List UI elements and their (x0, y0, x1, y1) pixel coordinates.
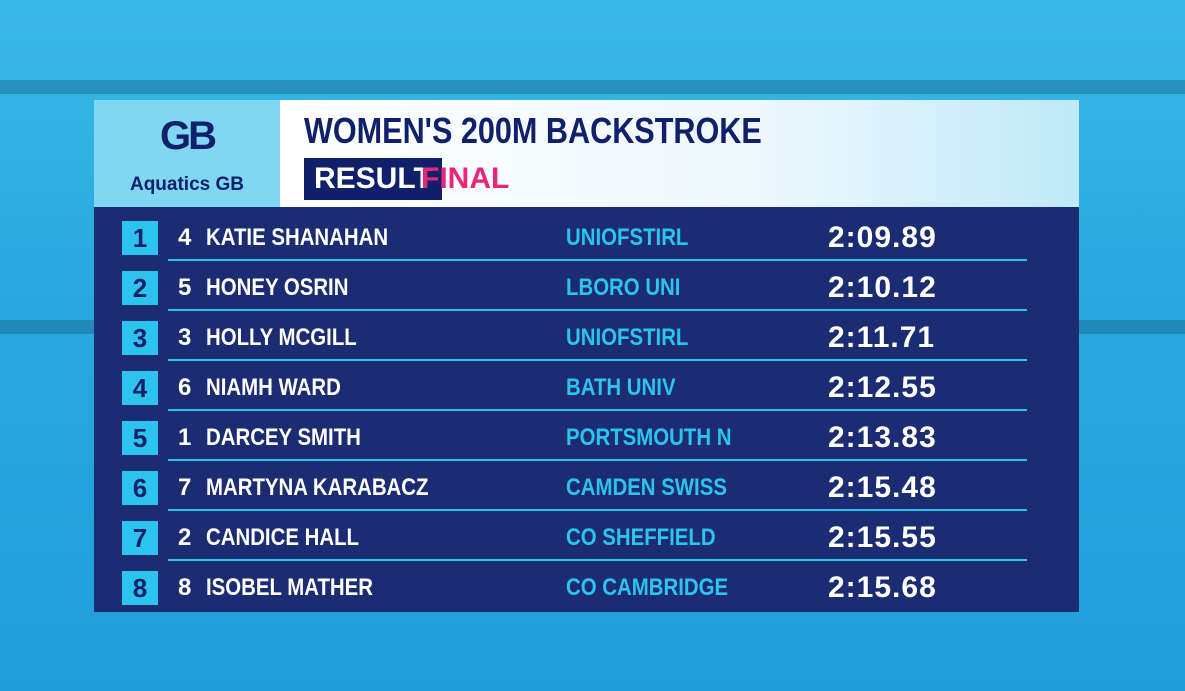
swimmer-name: HONEY OSRIN (206, 274, 349, 301)
event-title: WOMEN'S 200M BACKSTROKE (304, 110, 762, 151)
rank: 5 (122, 421, 158, 455)
club: CO CAMBRIDGE (566, 574, 729, 601)
lane: 7 (178, 474, 192, 501)
club: UNIOFSTIRL (566, 324, 689, 351)
results-panel: GB Aquatics GB WOMEN'S 200M BACKSTROKE R… (94, 100, 1079, 612)
row-separator (168, 459, 1027, 461)
result-row: 2 5 HONEY OSRIN LBORO UNI 2:10.12 (94, 259, 1079, 309)
lane: 5 (178, 274, 192, 301)
club: PORTSMOUTH N (566, 424, 732, 451)
logo-mark: GB (160, 114, 217, 158)
lane: 4 (178, 224, 192, 251)
row-separator (168, 259, 1027, 261)
lane: 2 (178, 524, 192, 551)
time: 2:09.89 (828, 221, 937, 254)
swimmer-name: MARTYNA KARABACZ (206, 474, 429, 501)
lane: 1 (178, 424, 192, 451)
time: 2:11.71 (828, 321, 936, 354)
club: LBORO UNI (566, 274, 681, 301)
rank: 3 (122, 321, 158, 355)
swimmer-name: KATIE SHANAHAN (206, 224, 389, 251)
club: CAMDEN SWISS (566, 474, 727, 501)
lane-rope (0, 80, 1185, 94)
result-row: 3 3 HOLLY MCGILL UNIOFSTIRL 2:11.71 (94, 309, 1079, 359)
swimmer-name: CANDICE HALL (206, 524, 359, 551)
header: WOMEN'S 200M BACKSTROKE RESULT FINAL (280, 100, 1079, 207)
stage-tag: FINAL (421, 162, 510, 195)
row-separator (168, 309, 1027, 311)
time: 2:15.68 (828, 571, 937, 604)
result-row: 5 1 DARCEY SMITH PORTSMOUTH N 2:13.83 (94, 409, 1079, 459)
swimmer-name: DARCEY SMITH (206, 424, 361, 451)
club: UNIOFSTIRL (566, 224, 689, 251)
club: BATH UNIV (566, 374, 676, 401)
rank: 7 (122, 521, 158, 555)
time: 2:15.55 (828, 521, 937, 554)
lane: 6 (178, 374, 192, 401)
row-separator (168, 409, 1027, 411)
status-tag: RESULT (304, 158, 442, 200)
rank: 1 (122, 221, 158, 255)
row-separator (168, 509, 1027, 511)
time: 2:15.48 (828, 471, 937, 504)
time: 2:13.83 (828, 421, 937, 454)
logo-text: Aquatics GB (129, 174, 245, 195)
swimmer-name: NIAMH WARD (206, 374, 341, 401)
time: 2:12.55 (828, 371, 937, 404)
swimmer-name: HOLLY MCGILL (206, 324, 357, 351)
swimmer-name: ISOBEL MATHER (206, 574, 373, 601)
time: 2:10.12 (828, 271, 937, 304)
rank: 4 (122, 371, 158, 405)
result-row: 1 4 KATIE SHANAHAN UNIOFSTIRL 2:09.89 (94, 209, 1079, 259)
logo: GB Aquatics GB (94, 100, 280, 207)
rank: 6 (122, 471, 158, 505)
row-separator (168, 559, 1027, 561)
results-table: 1 4 KATIE SHANAHAN UNIOFSTIRL 2:09.89 2 5 HONEY… (94, 207, 1079, 612)
result-row: 6 7 MARTYNA KARABACZ CAMDEN SWISS 2:15.48 (94, 459, 1079, 509)
rank: 8 (122, 571, 158, 605)
club: CO SHEFFIELD (566, 524, 716, 551)
result-row: 8 8 ISOBEL MATHER CO CAMBRIDGE 2:15.68 (94, 559, 1079, 609)
result-row: 7 2 CANDICE HALL CO SHEFFIELD 2:15.55 (94, 509, 1079, 559)
lane: 3 (178, 324, 192, 351)
rank: 2 (122, 271, 158, 305)
result-row: 4 6 NIAMH WARD BATH UNIV 2:12.55 (94, 359, 1079, 409)
row-separator (168, 359, 1027, 361)
lane: 8 (178, 574, 192, 601)
